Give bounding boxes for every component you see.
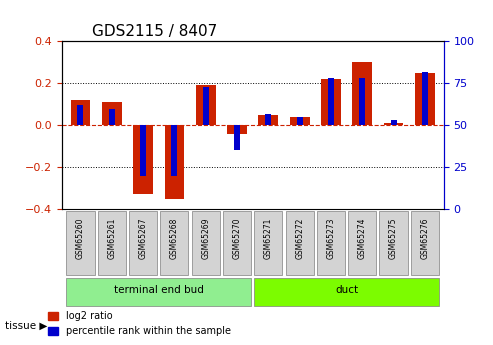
Bar [390, 120, 396, 125]
FancyBboxPatch shape [67, 210, 95, 275]
Bar [172, 125, 177, 176]
Bar [234, 125, 240, 150]
Text: GSM65269: GSM65269 [201, 217, 210, 259]
Bar [77, 105, 83, 125]
Bar [70, 100, 90, 125]
Bar [133, 125, 153, 195]
Bar [102, 102, 122, 125]
Legend: log2 ratio, percentile rank within the sample: log2 ratio, percentile rank within the s… [44, 307, 235, 340]
Text: GSM65261: GSM65261 [107, 217, 116, 259]
FancyBboxPatch shape [317, 210, 345, 275]
FancyBboxPatch shape [98, 210, 126, 275]
Text: GDS2115 / 8407: GDS2115 / 8407 [92, 24, 217, 39]
Bar [352, 62, 372, 125]
Text: GSM65270: GSM65270 [233, 217, 242, 259]
FancyBboxPatch shape [192, 210, 220, 275]
Text: GSM65274: GSM65274 [358, 217, 367, 259]
Bar [321, 79, 341, 125]
Text: duct: duct [335, 285, 358, 295]
Text: tissue ▶: tissue ▶ [5, 321, 47, 331]
Text: GSM65268: GSM65268 [170, 217, 179, 259]
Bar [109, 109, 115, 125]
Bar [196, 86, 215, 125]
Text: GSM65273: GSM65273 [326, 217, 335, 259]
Bar [297, 117, 303, 125]
FancyBboxPatch shape [380, 210, 408, 275]
Text: GSM65275: GSM65275 [389, 217, 398, 259]
FancyBboxPatch shape [348, 210, 376, 275]
Bar [328, 78, 334, 125]
Text: GSM65272: GSM65272 [295, 217, 304, 259]
Bar [384, 123, 403, 125]
Bar [415, 73, 435, 125]
FancyBboxPatch shape [223, 210, 251, 275]
FancyBboxPatch shape [254, 278, 439, 306]
Bar [227, 125, 247, 134]
Text: terminal end bud: terminal end bud [114, 285, 204, 295]
Bar [165, 125, 184, 199]
Bar [290, 117, 310, 125]
Bar [422, 72, 428, 125]
FancyBboxPatch shape [67, 278, 251, 306]
FancyBboxPatch shape [160, 210, 188, 275]
Bar [258, 115, 278, 125]
Bar [359, 78, 365, 125]
Text: GSM65267: GSM65267 [139, 217, 147, 259]
Bar [203, 87, 209, 125]
FancyBboxPatch shape [411, 210, 439, 275]
Text: GSM65260: GSM65260 [76, 217, 85, 259]
FancyBboxPatch shape [129, 210, 157, 275]
Bar [140, 125, 146, 176]
FancyBboxPatch shape [254, 210, 282, 275]
Bar [265, 114, 271, 125]
Text: GSM65276: GSM65276 [421, 217, 429, 259]
Text: GSM65271: GSM65271 [264, 217, 273, 259]
FancyBboxPatch shape [285, 210, 314, 275]
